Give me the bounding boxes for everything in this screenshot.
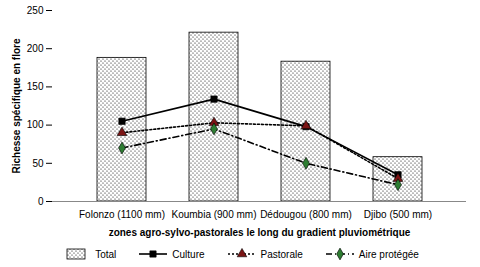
svg-text:100: 100 [27,119,44,130]
svg-text:50: 50 [32,158,44,169]
svg-text:Koumbia (900 mm): Koumbia (900 mm) [171,209,256,220]
svg-text:250: 250 [27,5,44,16]
svg-text:Dédougou (800 mm): Dédougou (800 mm) [260,209,352,220]
html-text:Pastorale: Pastorale [260,248,303,260]
svg-text:Djibo (500 mm): Djibo (500 mm) [364,209,432,220]
html-text:Culture: Culture [172,248,205,260]
html-text:Aire protégée: Aire protégée [358,248,419,260]
svg-text:0: 0 [38,196,44,207]
html-text:Total: Total [95,248,117,260]
svg-text:200: 200 [27,43,44,54]
svg-text:zones agro-sylvo-pastorales le: zones agro-sylvo-pastorales le long du g… [109,227,411,238]
svg-text:Richesse spécifique en flore: Richesse spécifique en flore [11,38,22,173]
svg-text:Folonzo (1100 mm): Folonzo (1100 mm) [79,209,165,220]
svg-text:150: 150 [27,81,44,92]
